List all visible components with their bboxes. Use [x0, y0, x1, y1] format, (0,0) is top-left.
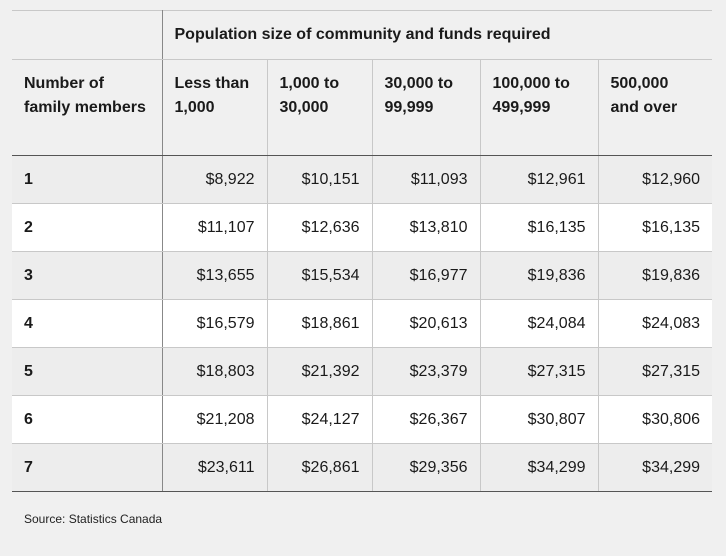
amount-cell: $18,803: [162, 347, 268, 396]
amount-cell: $27,315: [598, 347, 713, 396]
amount-cell: $13,655: [162, 251, 268, 300]
amount-cell: $12,636: [267, 203, 373, 252]
family-size-cell: 4: [12, 299, 163, 348]
amount-cell: $34,299: [480, 443, 599, 492]
table-row: 4 $16,579 $18,861 $20,613 $24,084 $24,08…: [12, 299, 713, 348]
amount-cell: $30,806: [598, 395, 713, 444]
family-size-cell: 5: [12, 347, 163, 396]
column-header: 100,000 to 499,999: [480, 59, 599, 156]
amount-cell: $24,084: [480, 299, 599, 348]
column-header: 30,000 to 99,999: [372, 59, 481, 156]
amount-cell: $16,977: [372, 251, 481, 300]
amount-cell: $13,810: [372, 203, 481, 252]
amount-cell: $20,613: [372, 299, 481, 348]
table-row: 1 $8,922 $10,151 $11,093 $12,961 $12,960: [12, 155, 713, 204]
funds-table-figure: Population size of community and funds r…: [12, 10, 713, 546]
amount-cell: $27,315: [480, 347, 599, 396]
header-row: Number of family members Less than 1,000…: [12, 59, 713, 156]
column-header: Less than 1,000: [162, 59, 268, 156]
caption-corner: [12, 10, 163, 60]
caption-row: Population size of community and funds r…: [12, 10, 713, 60]
row-header: Number of family members: [12, 59, 163, 156]
amount-cell: $29,356: [372, 443, 481, 492]
amount-cell: $15,534: [267, 251, 373, 300]
amount-cell: $34,299: [598, 443, 713, 492]
family-size-cell: 6: [12, 395, 163, 444]
table-row: 3 $13,655 $15,534 $16,977 $19,836 $19,83…: [12, 251, 713, 300]
table-row: 7 $23,611 $26,861 $29,356 $34,299 $34,29…: [12, 443, 713, 492]
family-size-cell: 1: [12, 155, 163, 204]
amount-cell: $10,151: [267, 155, 373, 204]
table-row: 6 $21,208 $24,127 $26,367 $30,807 $30,80…: [12, 395, 713, 444]
amount-cell: $21,392: [267, 347, 373, 396]
family-size-cell: 7: [12, 443, 163, 492]
table-row: 5 $18,803 $21,392 $23,379 $27,315 $27,31…: [12, 347, 713, 396]
amount-cell: $23,379: [372, 347, 481, 396]
amount-cell: $26,367: [372, 395, 481, 444]
amount-cell: $16,135: [598, 203, 713, 252]
amount-cell: $19,836: [598, 251, 713, 300]
column-header: 1,000 to 30,000: [267, 59, 373, 156]
amount-cell: $12,960: [598, 155, 713, 204]
amount-cell: $18,861: [267, 299, 373, 348]
funds-table: Population size of community and funds r…: [12, 10, 713, 492]
amount-cell: $26,861: [267, 443, 373, 492]
amount-cell: $12,961: [480, 155, 599, 204]
column-header: 500,000 and over: [598, 59, 713, 156]
source-note: Source: Statistics Canada: [24, 512, 163, 526]
amount-cell: $30,807: [480, 395, 599, 444]
amount-cell: $24,127: [267, 395, 373, 444]
amount-cell: $16,579: [162, 299, 268, 348]
amount-cell: $11,093: [372, 155, 481, 204]
amount-cell: $23,611: [162, 443, 268, 492]
family-size-cell: 2: [12, 203, 163, 252]
amount-cell: $11,107: [162, 203, 268, 252]
amount-cell: $21,208: [162, 395, 268, 444]
amount-cell: $19,836: [480, 251, 599, 300]
family-size-cell: 3: [12, 251, 163, 300]
amount-cell: $8,922: [162, 155, 268, 204]
amount-cell: $24,083: [598, 299, 713, 348]
amount-cell: $16,135: [480, 203, 599, 252]
table-row: 2 $11,107 $12,636 $13,810 $16,135 $16,13…: [12, 203, 713, 252]
table-caption: Population size of community and funds r…: [162, 10, 713, 60]
